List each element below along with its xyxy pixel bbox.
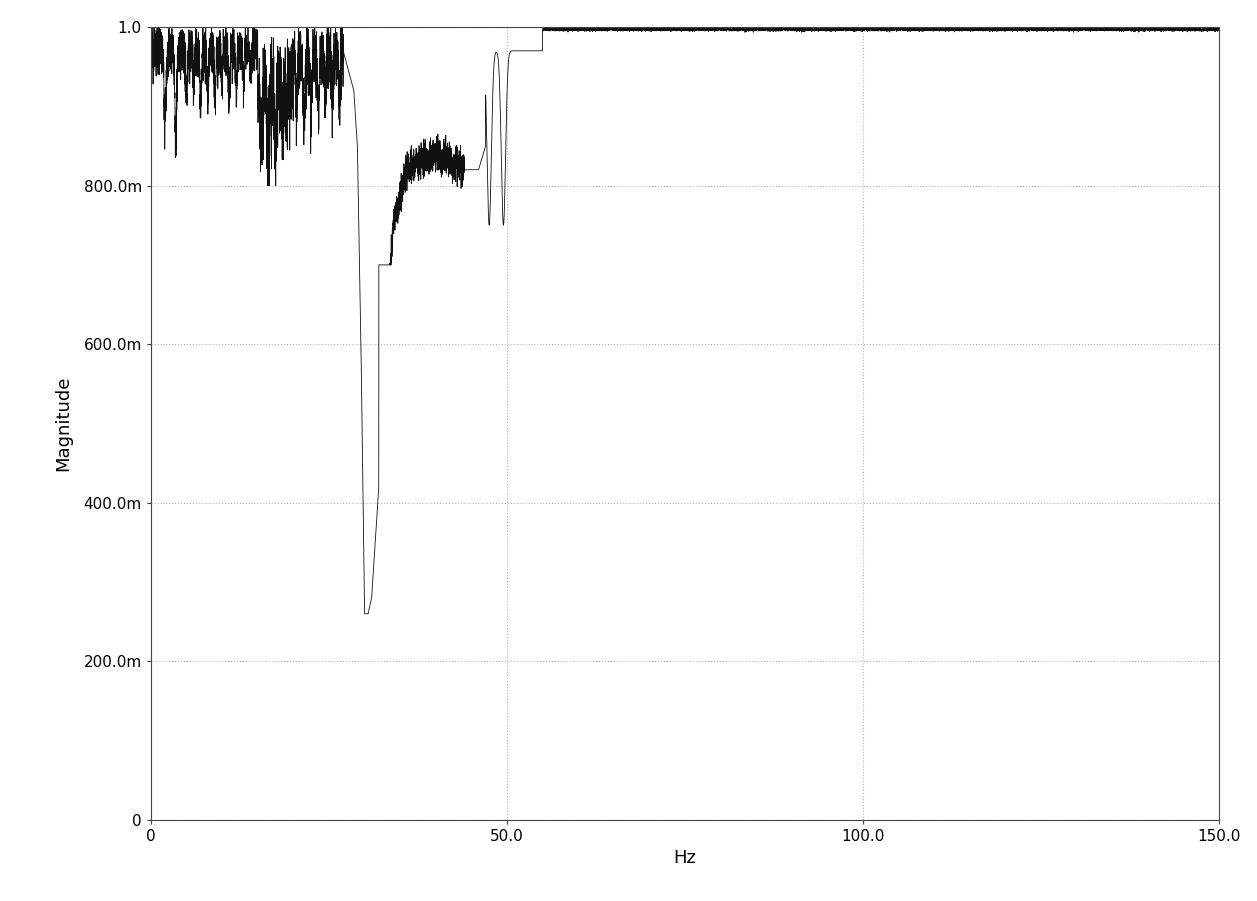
Y-axis label: Magnitude: Magnitude [54,376,73,471]
X-axis label: Hz: Hz [674,850,696,868]
